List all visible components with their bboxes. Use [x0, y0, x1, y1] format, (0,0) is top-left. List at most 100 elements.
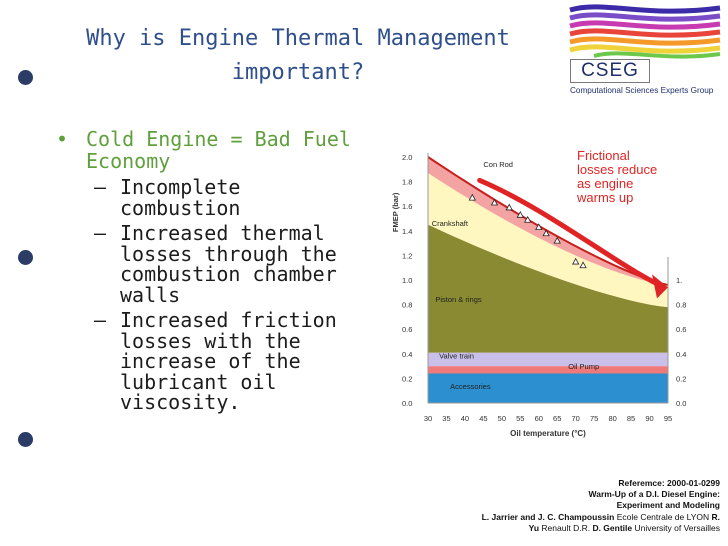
y-tick-label: 1.4 [402, 227, 412, 236]
x-tick-label: 35 [442, 414, 450, 423]
y-tick-label: 0.4 [402, 350, 412, 359]
ref-author: D. Gentile [592, 522, 633, 533]
y-tick-label: 2.0 [402, 153, 412, 162]
y-tick-label-right: 0.8 [676, 301, 686, 310]
red-arrow-shaft [477, 177, 660, 287]
sub-bullet-combustion: – Incomplete combustion [56, 177, 356, 218]
series-label: Crankshaft [432, 219, 469, 228]
measured-points [468, 193, 587, 269]
y-tick-label: 1.0 [402, 276, 412, 285]
dash-mark: – [94, 221, 107, 245]
cseg-logo: CSEG Computational Sciences Experts Grou… [564, 4, 724, 108]
ref-authors: L. Jarrier and J. C. Champoussin [481, 511, 615, 522]
x-tick-label: 40 [461, 414, 469, 423]
y-tick-label: 0.8 [402, 301, 412, 310]
ref-author: Yu [528, 522, 540, 533]
bullet-list: • Cold Engine = Bad Fuel Economy – Incom… [56, 128, 356, 413]
dash-mark: – [94, 175, 107, 199]
title-line-1: Why is Engine Thermal Management [86, 26, 510, 51]
y-tick-label: 0.6 [402, 325, 412, 334]
y-tick-label-right: 1. [676, 276, 682, 285]
sub-bullet-thermal-losses: – Increased thermal losses through the c… [56, 223, 356, 305]
y-axis-label: FMEP (bar) [391, 192, 400, 232]
x-tick-label: 60 [535, 414, 543, 423]
x-tick-label: 45 [479, 414, 487, 423]
annotation-line: Frictional [577, 148, 630, 163]
decorative-dot-3 [18, 432, 33, 447]
measured-point [468, 193, 476, 201]
area-valve-train [428, 352, 668, 367]
logo-waves-icon [569, 4, 721, 59]
stacked-areas [427, 156, 669, 403]
reference-line-4: L. Jarrier and J. C. Champoussin Ecole C… [340, 512, 720, 523]
ref-affiliation: Ecole Centrale de LYON [614, 511, 712, 522]
x-tick-label: 95 [664, 414, 672, 423]
x-tick-label: 65 [553, 414, 561, 423]
title-line-2: important? [231, 60, 365, 85]
area-oil-pump [428, 366, 668, 374]
measured-point [490, 198, 499, 206]
reference-line-5: Yu Renault D.R. D. Gentile University of… [340, 523, 720, 534]
fmep-chart: 0.0 0.2 0.4 0.6 0.8 1.0 1.2 1.4 1.6 1.8 2.0 0.0 0.2 0… [391, 148, 686, 438]
ref-affiliation: University of Versailles [632, 522, 720, 533]
annotation-line: as engine [577, 176, 633, 191]
logo-caption: Computational Sciences Experts Group [570, 86, 714, 95]
x-tick-label: 30 [424, 414, 432, 423]
x-tick-label: 90 [645, 414, 653, 423]
ref-author: R. [711, 511, 721, 522]
y-tick-label-right: 0.0 [676, 399, 686, 408]
chart-axes: 0.0 0.2 0.4 0.6 0.8 1.0 1.2 1.4 1.6 1.8 2.0 0.0 0.2 0… [391, 153, 686, 438]
slide-title: Why is Engine Thermal Management importa… [58, 22, 538, 90]
measured-point [516, 210, 524, 218]
reference-line-3: Experiment and Modeling [616, 500, 720, 511]
measured-point [505, 203, 513, 211]
ref-affiliation: Renault D.R. [539, 522, 593, 533]
dash-mark: – [94, 308, 107, 332]
logo-wordmark: CSEG [570, 59, 650, 83]
reference-line-1: Referemce: 2000-01-0299 [618, 478, 720, 488]
chart-labels: Accessories Oil Pump Valve train Piston & r… [432, 160, 668, 391]
y-tick-label: 1.6 [402, 202, 412, 211]
red-arrow-head [652, 274, 668, 299]
x-tick-label: 55 [516, 414, 524, 423]
bullet-cold-engine: • Cold Engine = Bad Fuel Economy [56, 128, 356, 172]
y-tick-label: 0.2 [402, 374, 412, 383]
sub-bullet-friction-losses: – Increased friction losses with the inc… [56, 310, 356, 413]
measured-point [553, 236, 561, 244]
sub-bullet-text: Incomplete combustion [120, 175, 241, 220]
reference-line-2: Warm-Up of a D.I. Diesel Engine: [588, 489, 720, 500]
measured-point [572, 257, 580, 265]
y-tick-label: 0.0 [402, 399, 412, 408]
series-label: Oil Pump [568, 362, 599, 371]
series-label: Valve train [439, 352, 474, 361]
y-tick-label: 1.2 [402, 251, 412, 260]
bullet-mark: • [56, 127, 69, 151]
sub-bullet-text: Increased friction losses with the incre… [120, 308, 337, 414]
annotation-line: warms up [576, 190, 633, 205]
measured-point [535, 223, 543, 231]
con-rod-boundary [427, 156, 669, 286]
x-tick-label: 50 [498, 414, 506, 423]
x-tick-label: 80 [608, 414, 616, 423]
area-accessories [428, 373, 668, 403]
series-label: Piston & rings [435, 295, 482, 304]
x-tick-label: 85 [627, 414, 635, 423]
measured-point [524, 215, 532, 223]
area-piston-rings [428, 224, 668, 353]
sub-bullet-text: Increased thermal losses through the com… [120, 221, 337, 307]
measured-point [542, 229, 550, 237]
x-tick-label: 70 [572, 414, 580, 423]
frictional-losses-annotation: Frictional losses reduce as engine warms up [576, 148, 657, 205]
reference-block: Referemce: 2000-01-0299 Warm-Up of a D.I… [340, 478, 720, 534]
y-tick-label: 1.8 [402, 178, 412, 187]
decorative-dot-1 [18, 70, 33, 85]
x-tick-label: 75 [590, 414, 598, 423]
y-tick-label-right: 0.4 [676, 350, 686, 359]
area-crankshaft [428, 172, 668, 308]
series-label: Accessories [450, 382, 491, 391]
measured-point [579, 261, 587, 269]
y-tick-label-right: 0.6 [676, 325, 686, 334]
annotation-line: losses reduce [577, 162, 657, 177]
y-tick-label-right: 0.2 [676, 374, 686, 383]
series-label: Con Rod [483, 160, 513, 169]
